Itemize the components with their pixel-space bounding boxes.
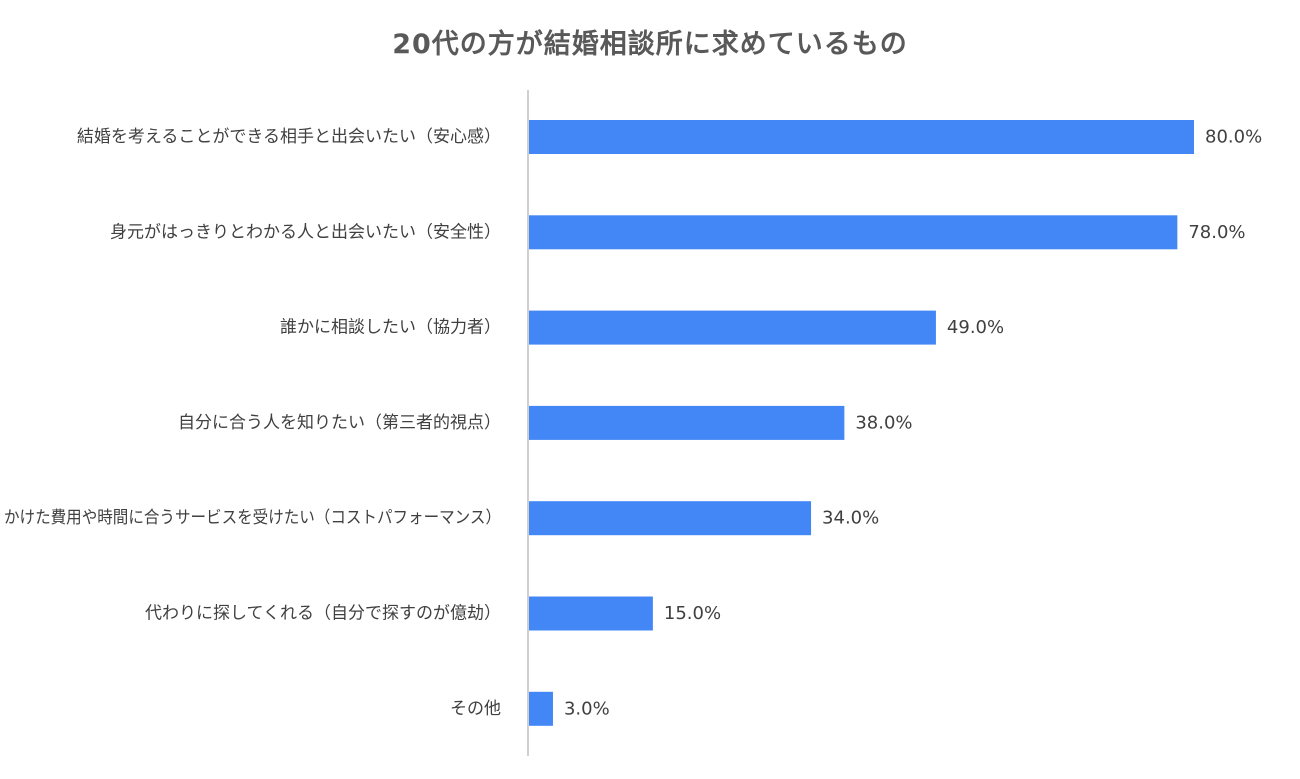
value-label-7: 3.0% <box>564 698 610 719</box>
category-label-6: 代わりに探してくれる（自分で探すのが億劫） <box>145 604 501 624</box>
category-label-5: かけた費用や時間に合うサービスを受けたい（コストパフォーマンス） <box>4 508 501 528</box>
bar-1 <box>529 120 1194 154</box>
bar-2 <box>529 215 1178 250</box>
bar-7 <box>529 691 553 726</box>
value-label-1: 80.0% <box>1205 127 1262 148</box>
value-label-3: 49.0% <box>947 317 1004 338</box>
bar-5 <box>529 501 812 536</box>
bar-6 <box>529 596 653 631</box>
chart-title: 20代の方が結婚相談所に求めているもの <box>392 29 908 60</box>
value-label-6: 15.0% <box>664 603 721 624</box>
category-label-7: その他 <box>450 699 501 719</box>
labels-layer: 結婚を考えることができる相手と出会いたい（安心感） 80.0% 身元がはっきりとわか… <box>4 127 1262 720</box>
category-label-2: 身元がはっきりとわかる人と出会いたい（安全性） <box>110 222 501 242</box>
bars-layer <box>529 120 1194 726</box>
value-label-2: 78.0% <box>1188 222 1245 243</box>
value-label-5: 34.0% <box>822 508 879 529</box>
category-label-1: 結婚を考えることができる相手と出会いたい（安心感） <box>77 127 501 147</box>
category-label-3: 誰かに相談したい（協力者） <box>280 318 501 338</box>
bar-4 <box>529 405 845 440</box>
value-label-4: 38.0% <box>855 412 912 433</box>
bar-3 <box>529 310 936 345</box>
category-label-4: 自分に合う人を知りたい（第三者的視点） <box>178 413 501 433</box>
